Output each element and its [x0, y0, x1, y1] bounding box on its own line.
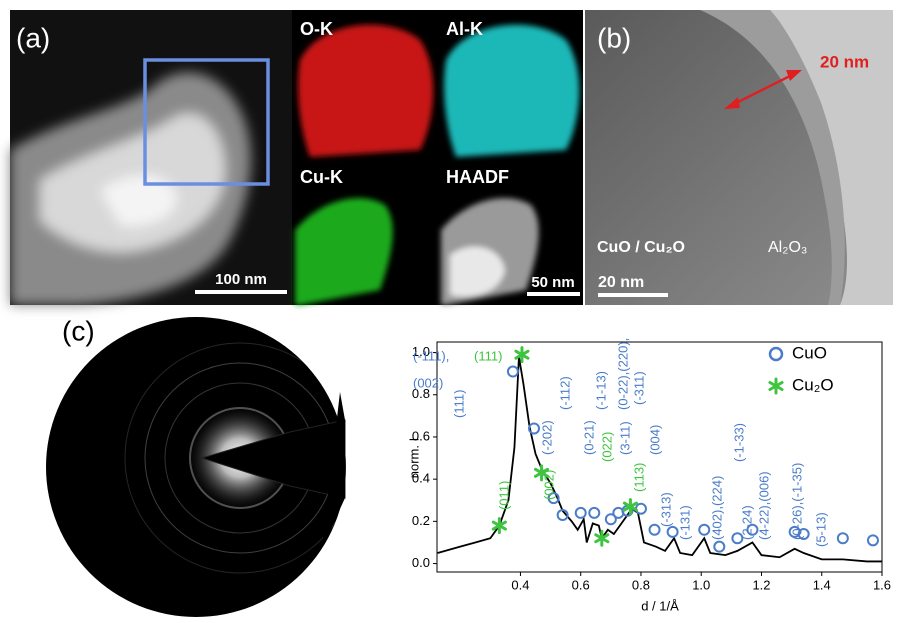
- thickness-label: 20 nm: [820, 52, 869, 71]
- x-tick-label: 1.6: [873, 577, 891, 592]
- phase-label: CuO / Cu₂O: [597, 239, 685, 256]
- miller-index: (0-21): [581, 420, 596, 455]
- miller-index: (-131): [677, 505, 692, 540]
- miller-index: (011): [496, 481, 511, 510]
- scale-bar-label: 20 nm: [598, 274, 644, 291]
- map-label: O-K: [300, 19, 333, 39]
- miller-index: (0-22),(220),: [615, 338, 630, 410]
- x-tick-label: 0.8: [632, 577, 650, 592]
- y-tick-label: 0.0: [412, 555, 430, 570]
- x-tick-label: 1.2: [752, 577, 770, 592]
- miller-index: (113): [631, 463, 646, 492]
- miller-index: (-112): [557, 376, 572, 410]
- y-tick-label: 0.4: [412, 471, 430, 486]
- page: 100 nm (a) O-K Al-K Cu-K HAADF 50 nm 20 …: [0, 0, 899, 623]
- miller-index: (002): [413, 375, 443, 390]
- miller-index: (0-26),(-1-35): [789, 463, 804, 540]
- miller-index: (4-22),(006): [756, 471, 771, 540]
- phase-label: Al₂O₃: [768, 239, 807, 256]
- miller-index: (-311): [631, 371, 646, 405]
- panel-label: (c): [62, 315, 95, 346]
- miller-index: (5-13): [813, 512, 828, 547]
- miller-index: (2-24): [739, 505, 754, 540]
- legend-label: Cu₂O: [792, 375, 834, 394]
- x-tick-label: 1.0: [692, 577, 710, 592]
- legend-label: CuO: [792, 343, 827, 362]
- miller-index: (3-11): [617, 421, 632, 455]
- miller-index: (022): [599, 432, 614, 462]
- map-label: Cu-K: [300, 167, 343, 187]
- miller-index: (004): [647, 425, 662, 455]
- miller-index: (-313): [658, 492, 673, 527]
- x-tick-label: 1.4: [813, 577, 831, 592]
- miller-index: (002): [541, 470, 556, 500]
- miller-index: (-1-13): [593, 371, 608, 410]
- miller-index: (-202): [539, 420, 554, 455]
- map-label: HAADF: [446, 167, 509, 187]
- x-tick-label: 0.6: [572, 577, 590, 592]
- miller-index: (-1-33): [731, 423, 746, 462]
- panel-label: (a): [16, 22, 50, 53]
- miller-index: (-111),: [413, 348, 449, 363]
- scale-bar-label: 100 nm: [215, 271, 267, 288]
- miller-index: (111): [474, 348, 502, 363]
- y-tick-label: 0.2: [412, 513, 430, 528]
- x-axis-label: d / 1/Å: [641, 598, 679, 613]
- x-tick-label: 0.4: [511, 577, 529, 592]
- panel-label: (b): [597, 22, 631, 53]
- y-tick-label: 0.6: [412, 428, 430, 443]
- figure: 100 nm (a) O-K Al-K Cu-K HAADF 50 nm 20 …: [0, 0, 899, 623]
- map-label: Al-K: [446, 19, 483, 39]
- miller-index: (111): [451, 390, 466, 418]
- scale-bar-label: 50 nm: [531, 274, 574, 291]
- miller-index: (402),(224): [709, 476, 724, 540]
